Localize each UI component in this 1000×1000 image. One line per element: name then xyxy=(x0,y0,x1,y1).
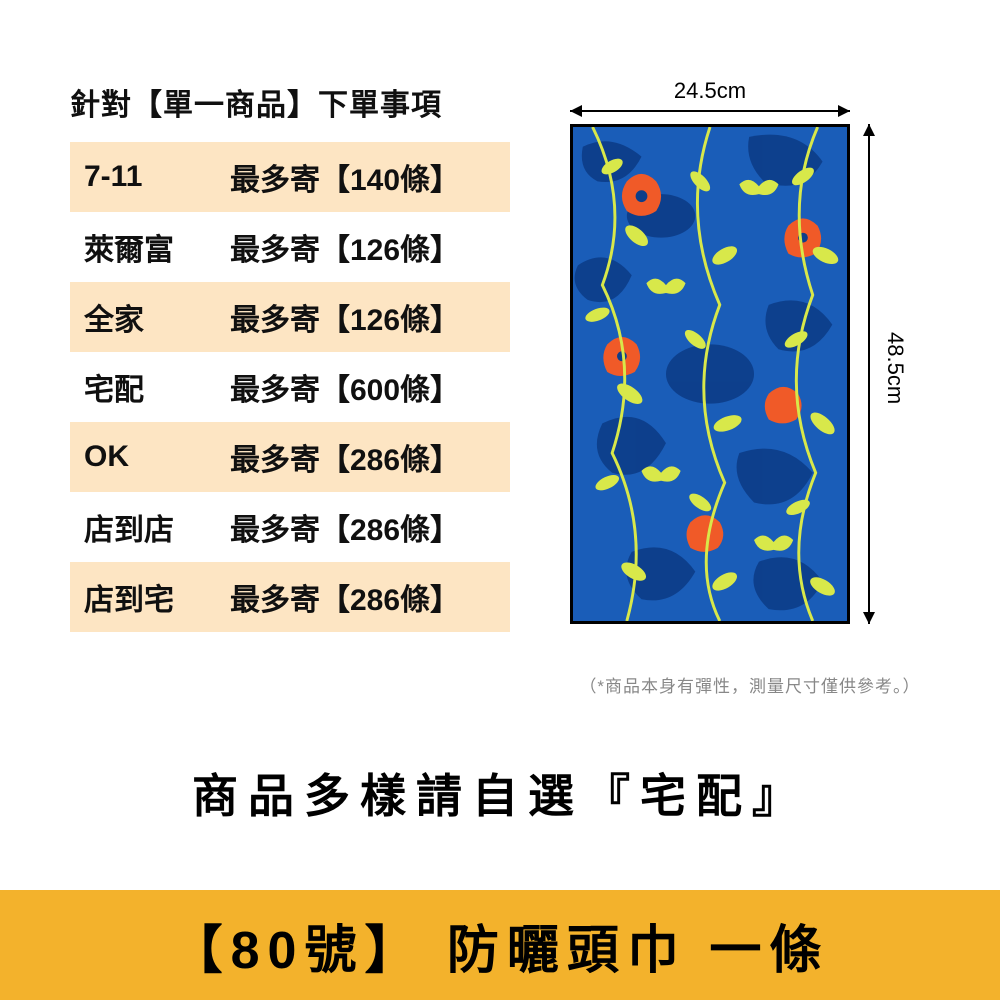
size-disclaimer: （*商品本身有彈性，測量尺寸僅供參考。） xyxy=(550,672,950,697)
ship-limit: 最多寄【286條】 xyxy=(220,505,510,549)
ship-limit: 最多寄【126條】 xyxy=(220,225,510,269)
ship-limit: 最多寄【126條】 xyxy=(220,295,510,339)
table-title: 針對【單一商品】下單事項 xyxy=(70,80,510,124)
ship-limit: 最多寄【600條】 xyxy=(220,365,510,409)
table-row: 店到宅最多寄【286條】 xyxy=(70,562,510,632)
height-arrow xyxy=(868,124,870,624)
dimension-diagram: 24.5cm xyxy=(570,82,930,642)
shipping-table-section: 針對【單一商品】下單事項 7-11最多寄【140條】萊爾富最多寄【126條】全家… xyxy=(70,80,510,697)
delivery-note: 商品多樣請自選『宅配』 xyxy=(0,760,1000,826)
table-row: 全家最多寄【126條】 xyxy=(70,282,510,352)
store-name: 店到店 xyxy=(70,505,220,549)
store-name: 萊爾富 xyxy=(70,225,220,269)
table-row: 宅配最多寄【600條】 xyxy=(70,352,510,422)
table-row: OK最多寄【286條】 xyxy=(70,422,510,492)
width-arrow xyxy=(570,110,850,112)
store-name: 7-11 xyxy=(70,160,220,194)
table-row: 7-11最多寄【140條】 xyxy=(70,142,510,212)
product-image xyxy=(570,124,850,624)
store-name: 全家 xyxy=(70,295,220,339)
ship-limit: 最多寄【286條】 xyxy=(220,435,510,479)
store-name: OK xyxy=(70,440,220,474)
pattern-svg xyxy=(573,127,847,621)
ship-limit: 最多寄【140條】 xyxy=(220,155,510,199)
table-row: 店到店最多寄【286條】 xyxy=(70,492,510,562)
height-label: 48.5cm xyxy=(882,332,908,404)
table-row: 萊爾富最多寄【126條】 xyxy=(70,212,510,282)
shipping-table: 7-11最多寄【140條】萊爾富最多寄【126條】全家最多寄【126條】宅配最多… xyxy=(70,142,510,632)
ship-limit: 最多寄【286條】 xyxy=(220,575,510,619)
width-label: 24.5cm xyxy=(570,78,850,104)
store-name: 店到宅 xyxy=(70,575,220,619)
store-name: 宅配 xyxy=(70,365,220,409)
product-diagram-section: 24.5cm xyxy=(550,80,950,697)
product-title-bar: 【80號】 防曬頭巾 一條 xyxy=(0,890,1000,1000)
